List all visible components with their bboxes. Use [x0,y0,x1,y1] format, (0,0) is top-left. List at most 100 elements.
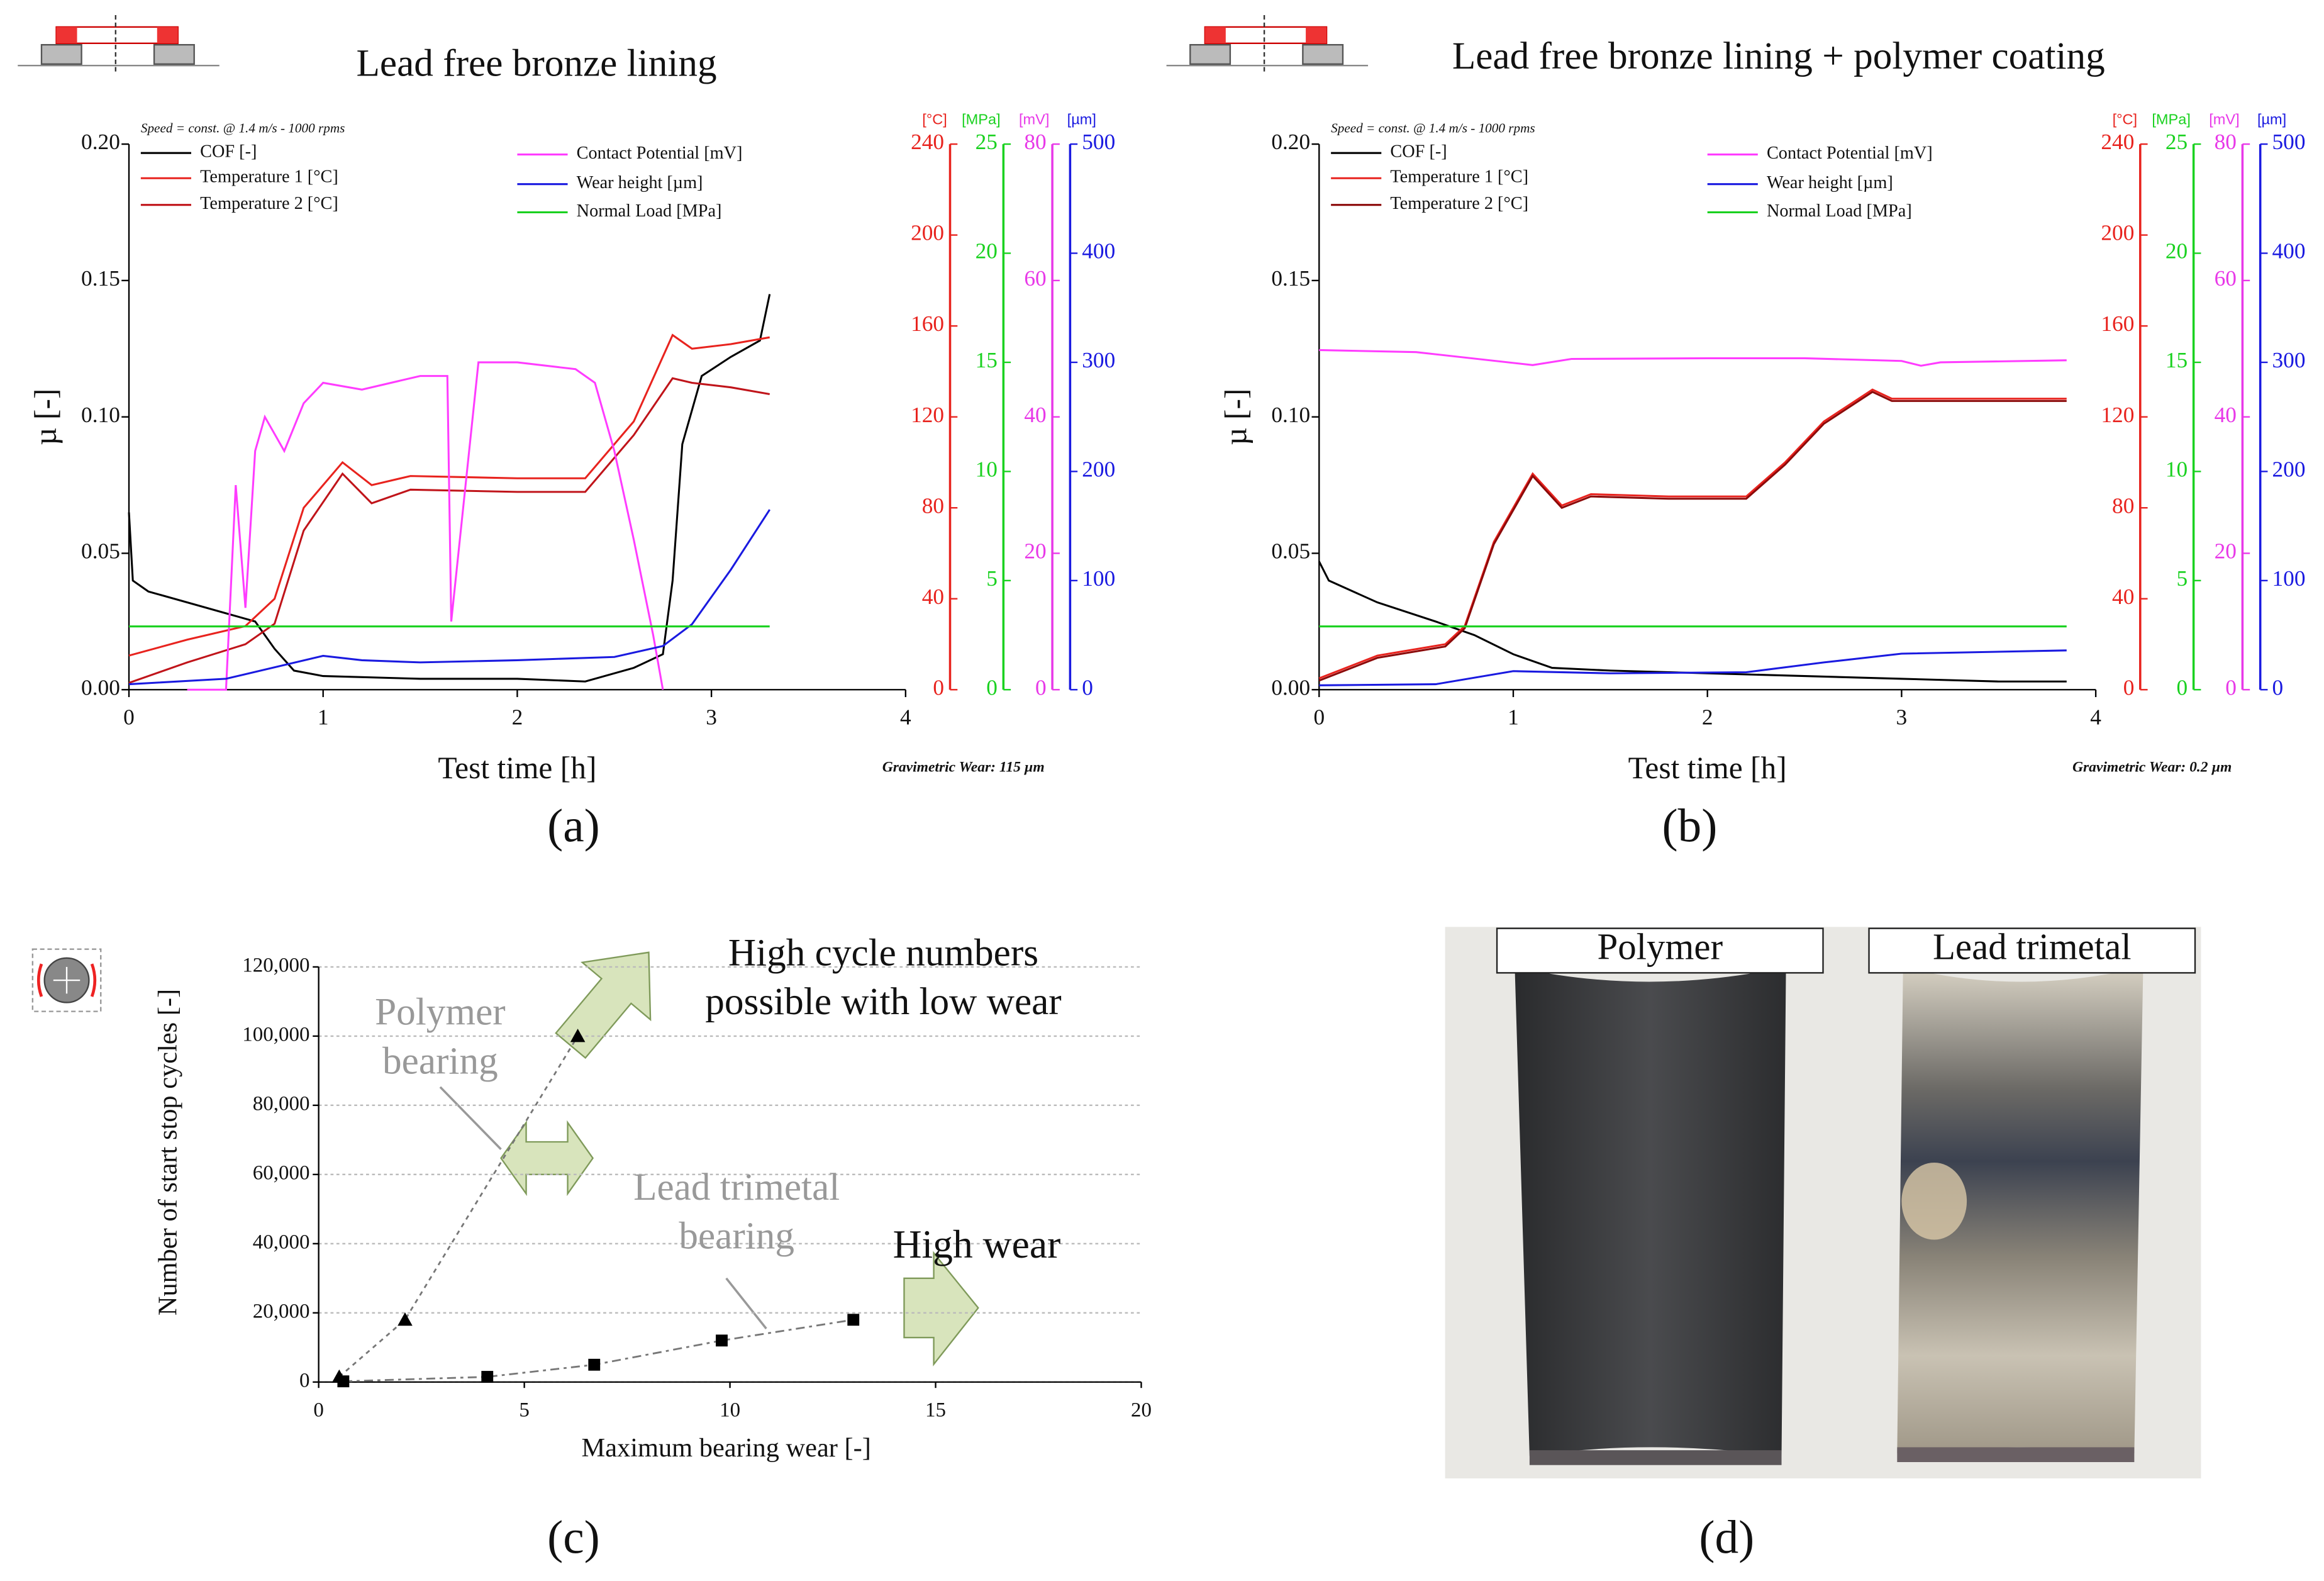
secondary-tick-label: 25 [976,130,998,154]
marker [398,1312,413,1326]
secondary-tick-label: 80 [2112,493,2134,518]
legend-label: Contact Potential [mV] [577,143,743,163]
secondary-tick-label: 5 [986,566,998,591]
x-tick-label: 2 [512,705,523,729]
secondary-tick-label: 200 [911,221,944,245]
series-line [1319,649,2067,686]
secondary-tick-label: 0 [1035,675,1047,700]
secondary-tick-label: 400 [1082,239,1115,264]
y-tick-label: 20,000 [253,1300,310,1322]
secondary-tick-label: 240 [911,130,944,154]
chart-subtitle: Speed = const. @ 1.4 m/s - 1000 rpms [1331,120,1535,135]
x-tick-label: 0 [313,1399,324,1421]
secondary-tick-label: 40 [2112,584,2134,609]
annotation: bearing [382,1040,498,1083]
bearing-icon [18,15,220,75]
secondary-tick-label: 60 [1024,266,1046,291]
y-axis-label: µ [-] [28,389,63,445]
y-tick-label: 120,000 [242,954,309,977]
y-tick-label: 0.05 [1271,539,1310,564]
secondary-tick-label: 20 [2166,239,2188,264]
legend-label: Wear height [µm] [1767,173,1893,193]
secondary-tick-label: 10 [976,457,998,481]
secondary-tick-label: 300 [1082,348,1115,372]
y-axis-label: µ [-] [1218,389,1253,445]
trend-line [338,1036,579,1378]
x-tick-label: 15 [925,1399,946,1421]
x-tick-label: 10 [720,1399,740,1421]
secondary-axis-unit: [°C] [2113,111,2138,128]
secondary-tick-label: 40 [2215,403,2237,427]
photo [1445,927,2201,1478]
photo-label: Polymer [1597,927,1723,968]
secondary-tick-label: 15 [976,348,998,372]
y-tick-label: 0.15 [81,266,120,291]
y-tick-label: 60,000 [253,1161,310,1184]
chart-title: Lead free bronze lining [357,42,717,85]
series-line [1318,561,2067,683]
secondary-tick-label: 25 [2166,130,2188,154]
marker [570,1029,586,1042]
y-tick-label: 100,000 [242,1023,309,1046]
x-tick-label: 1 [1508,705,1519,729]
marker [481,1371,494,1383]
series-line [1318,391,2067,682]
secondary-tick-label: 5 [2177,566,2188,591]
chart-subtitle: Speed = const. @ 1.4 m/s - 1000 rpms [141,120,345,135]
secondary-axis-unit: [°C] [922,111,947,128]
marker [716,1334,728,1347]
secondary-axis-unit: [mV] [2209,111,2239,128]
y-tick-label: 40,000 [253,1231,310,1253]
panel-caption: (c) [547,1512,600,1564]
x-tick-label: 1 [318,705,329,729]
secondary-tick-label: 0 [2272,675,2284,700]
secondary-tick-label: 100 [2272,566,2306,591]
marker [847,1314,860,1326]
x-tick-label: 0 [123,705,135,729]
journal-icon [31,948,102,1012]
arrow [555,951,652,1059]
secondary-tick-label: 80 [922,493,944,518]
legend-label: Temperature 1 [°C] [1390,167,1528,187]
annotation: Lead trimetal [633,1166,840,1209]
panel-caption: (a) [547,800,600,852]
secondary-tick-label: 120 [911,403,944,427]
secondary-axis-unit: [µm] [1067,111,1096,128]
y-tick-label: 0.00 [1271,675,1310,700]
legend-label: COF [-] [200,142,257,162]
secondary-tick-label: 10 [2166,457,2188,481]
secondary-tick-label: 300 [2272,348,2306,372]
secondary-tick-label: 100 [1082,566,1115,591]
y-tick-label: 0.20 [81,130,120,154]
leader-line [439,1086,502,1151]
series-line [1318,388,2067,679]
y-tick-label: 0.05 [81,539,120,564]
secondary-tick-label: 20 [1024,539,1046,564]
x-tick-label: 4 [2090,705,2101,729]
legend-label: Temperature 1 [°C] [200,167,338,187]
series-line [128,333,770,657]
y-tick-label: 0.00 [81,675,120,700]
secondary-tick-label: 120 [2101,403,2134,427]
x-axis-label: Test time [h] [1628,751,1787,785]
legend-label: COF [-] [1390,142,1447,162]
panel-caption: (b) [1662,800,1717,852]
series-line [1319,349,2067,367]
marker [588,1358,601,1371]
secondary-axis-unit: [MPa] [2152,111,2191,128]
series-line [128,377,770,684]
x-tick-label: 20 [1131,1399,1152,1421]
secondary-tick-label: 160 [2101,311,2134,336]
secondary-tick-label: 500 [2272,130,2306,154]
legend-label: Wear height [µm] [577,173,703,193]
secondary-axis-unit: [MPa] [962,111,1001,128]
legend-label: Normal Load [MPa] [1767,201,1912,221]
secondary-tick-label: 40 [922,584,944,609]
x-tick-label: 4 [900,705,911,729]
secondary-tick-label: 200 [2272,457,2306,481]
series-line [187,361,664,691]
panel-caption: (d) [1699,1512,1754,1564]
y-tick-label: 0.20 [1271,130,1310,154]
marker [337,1375,350,1388]
